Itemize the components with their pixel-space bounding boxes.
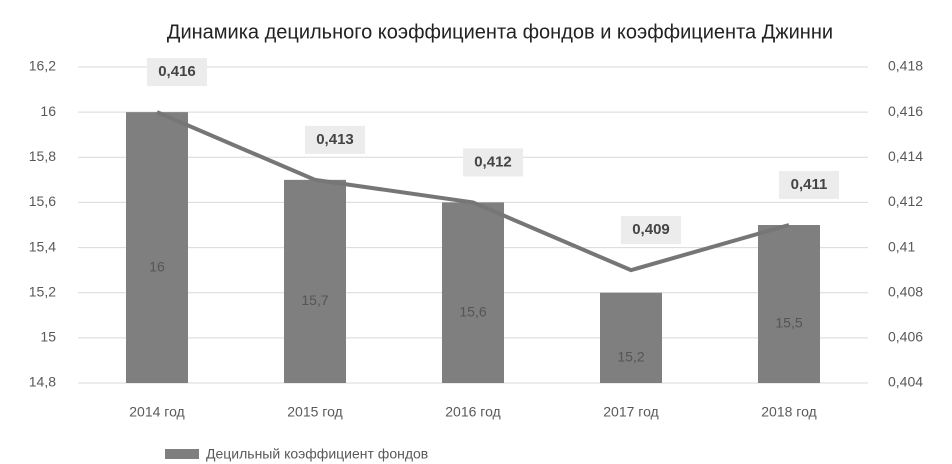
bar: [442, 202, 504, 383]
bar-value-label: 16: [149, 258, 165, 274]
y2-tick-label: 0,416: [888, 103, 923, 119]
line-value-label: 0,413: [316, 131, 354, 148]
bar-value-label: 15,5: [775, 315, 802, 331]
label-box: [305, 125, 365, 154]
bar: [284, 179, 346, 383]
legend-label: Децильный коэффициент фондов: [206, 446, 428, 462]
bar-value-label: 15,7: [301, 292, 328, 308]
y-tick-label: 16,2: [29, 58, 56, 74]
x-tick-label: 2017 год: [603, 404, 658, 420]
y-tick-label: 16: [40, 103, 56, 119]
y-tick-label: 15,2: [29, 283, 56, 299]
y-tick-label: 15: [40, 329, 56, 345]
label-box: [147, 58, 207, 87]
line-value-label: 0,409: [632, 221, 670, 238]
y2-tick-label: 0,404: [888, 374, 923, 390]
x-tick-label: 2018 год: [761, 404, 816, 420]
x-tick-label: 2015 год: [287, 404, 342, 420]
x-tick-label: 2016 год: [445, 404, 500, 420]
bar-value-label: 15,6: [459, 303, 486, 319]
line: [156, 110, 790, 273]
y-tick-label: 14,8: [29, 374, 56, 390]
line-value-label: 0,411: [791, 176, 828, 193]
y2-tick-label: 0,418: [888, 58, 923, 74]
y2-tick-label: 0,408: [888, 283, 923, 299]
y-tick-label: 15,8: [29, 148, 56, 164]
line-value-label: 0,412: [474, 153, 512, 170]
chart-title: Динамика децильного коэффициента фондов …: [167, 21, 833, 43]
y2-tick-label: 0,406: [888, 329, 923, 345]
line-value-label: 0,416: [158, 63, 196, 80]
y-tick-label: 15,4: [29, 238, 56, 254]
label-box: [779, 171, 839, 199]
bar-value-label: 15,2: [617, 349, 644, 365]
y2-tick-label: 0,414: [888, 148, 923, 164]
bar: [758, 225, 820, 383]
legend-swatch: [165, 449, 199, 459]
bar: [126, 112, 188, 384]
label-box: [621, 216, 681, 245]
label-box: [463, 148, 523, 177]
bar: [600, 292, 662, 383]
y2-tick-label: 0,412: [888, 193, 923, 209]
y2-tick-label: 0,41: [888, 238, 915, 254]
x-tick-label: 2014 год: [129, 404, 184, 420]
y-tick-label: 15,6: [29, 193, 56, 209]
